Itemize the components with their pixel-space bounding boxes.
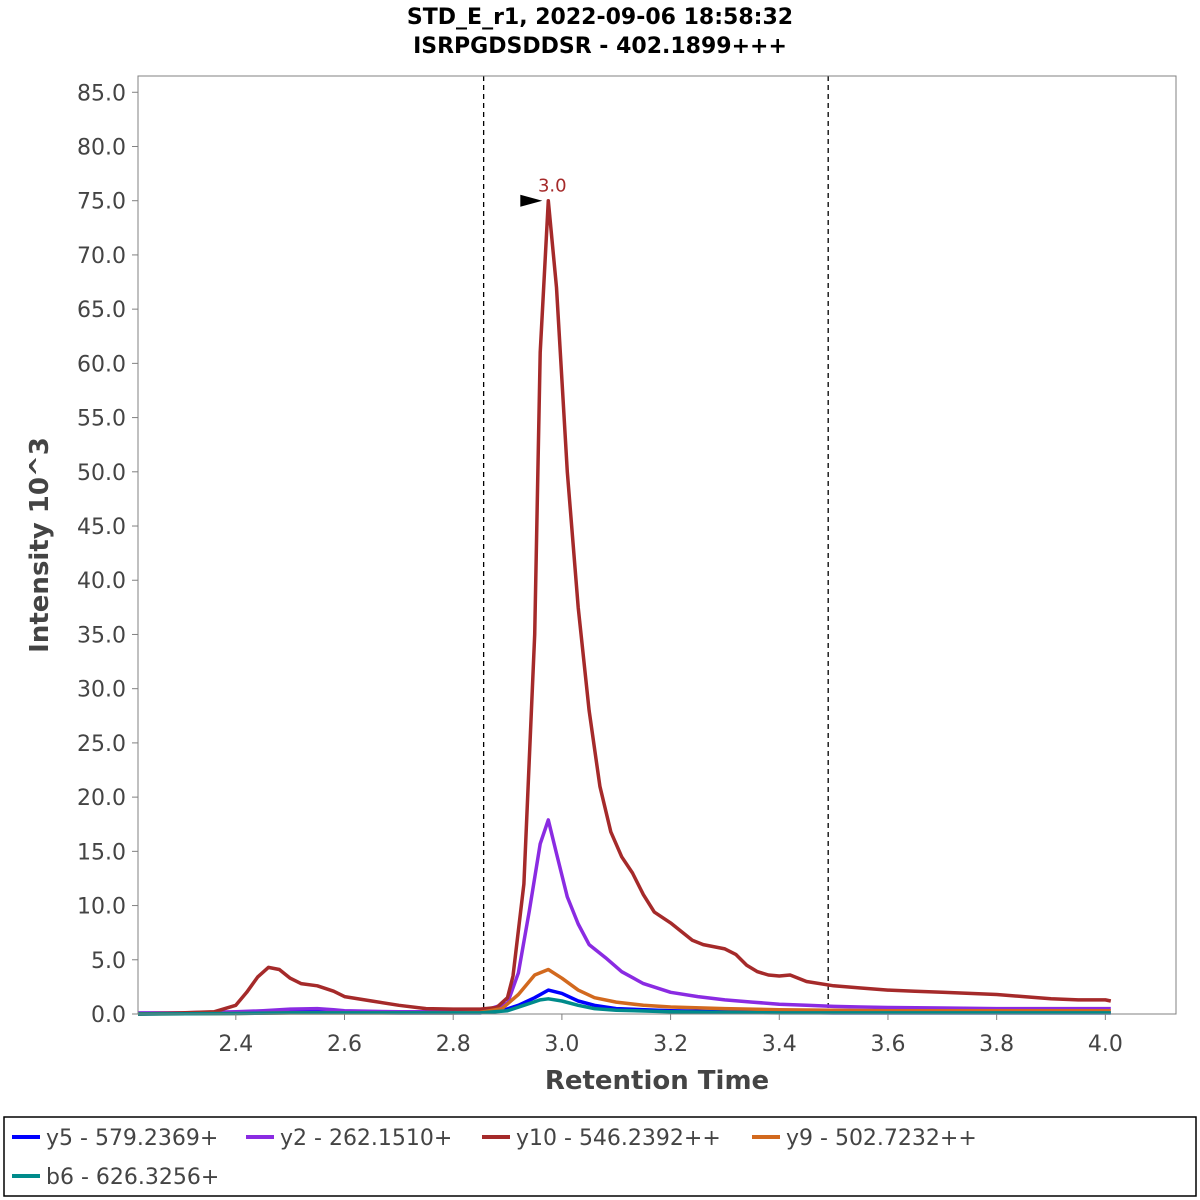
x-tick-label: 3.0 bbox=[544, 1032, 579, 1057]
y-tick-label: 20.0 bbox=[77, 786, 126, 811]
series-line bbox=[138, 818, 1111, 1015]
y-tick-label: 30.0 bbox=[77, 678, 126, 703]
y-tick-label: 45.0 bbox=[77, 515, 126, 540]
y-axis-label: Intensity 10^3 bbox=[25, 437, 55, 653]
legend-label: b6 - 626.3256+ bbox=[46, 1165, 219, 1190]
legend-box bbox=[3, 1116, 1197, 1197]
x-tick-label: 2.4 bbox=[218, 1032, 253, 1057]
legend: y5 - 579.2369+ y2 - 262.1510+ y10 - 546.23… bbox=[12, 1126, 977, 1190]
y-tick-label: 70.0 bbox=[77, 244, 126, 269]
y-tick-label: 80.0 bbox=[77, 135, 126, 160]
x-tick-label: 3.6 bbox=[870, 1032, 905, 1057]
series-line bbox=[137, 198, 1112, 1016]
legend-label: y10 - 546.2392++ bbox=[516, 1126, 721, 1151]
x-tick-label: 2.8 bbox=[436, 1032, 471, 1057]
series-line bbox=[137, 997, 1111, 1016]
legend-label: y5 - 579.2369+ bbox=[46, 1126, 218, 1151]
apex-marker bbox=[520, 194, 543, 207]
y-tick-label: 0.0 bbox=[91, 1003, 126, 1028]
y-tick-label: 50.0 bbox=[77, 461, 126, 486]
chart-subtitle: ISRPGDSDDSR - 402.1899+++ bbox=[413, 34, 787, 59]
legend-label: y9 - 502.7232++ bbox=[786, 1126, 977, 1151]
legend-label: y2 - 262.1510+ bbox=[280, 1126, 452, 1151]
apex-label: 3.0 bbox=[538, 176, 567, 197]
y-tick-label: 75.0 bbox=[77, 190, 126, 215]
y-tick-label: 35.0 bbox=[77, 623, 126, 648]
y-tick-label: 5.0 bbox=[91, 949, 126, 974]
y-tick-label: 25.0 bbox=[77, 732, 126, 757]
y-tick-label: 85.0 bbox=[77, 81, 126, 106]
x-tick-label: 2.6 bbox=[327, 1032, 362, 1057]
plot-frame bbox=[137, 75, 1177, 1015]
y-tick-label: 40.0 bbox=[77, 569, 126, 594]
y-tick-label: 60.0 bbox=[77, 352, 126, 377]
y-tick-label: 65.0 bbox=[77, 298, 126, 323]
y-tick-label: 15.0 bbox=[77, 840, 126, 865]
x-tick-label: 4.0 bbox=[1088, 1032, 1123, 1057]
x-axis-label: Retention Time bbox=[545, 1066, 769, 1096]
x-tick-label: 3.4 bbox=[762, 1032, 797, 1057]
y-tick-label: 10.0 bbox=[77, 895, 126, 920]
y-tick-label: 55.0 bbox=[77, 407, 126, 432]
chart-title: STD_E_r1, 2022-09-06 18:58:32 bbox=[407, 5, 793, 30]
x-tick-label: 3.8 bbox=[979, 1032, 1014, 1057]
x-tick-label: 3.2 bbox=[653, 1032, 688, 1057]
